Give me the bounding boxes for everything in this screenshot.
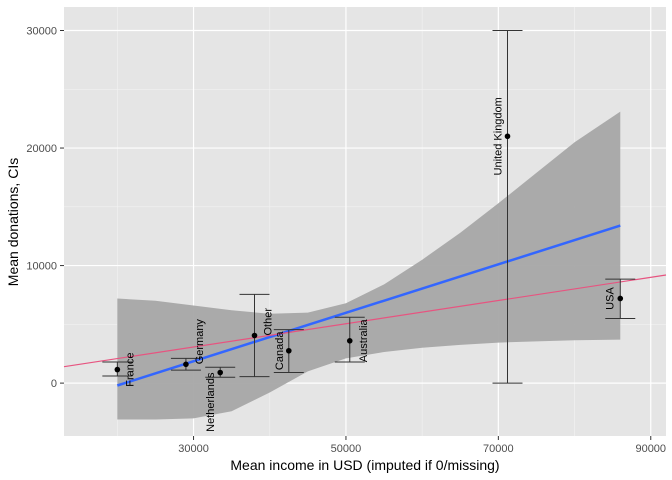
x-axis-label: Mean income in USD (imputed if 0/missing… bbox=[230, 457, 499, 473]
data-point bbox=[346, 337, 353, 344]
y-tick-label: 10000 bbox=[26, 261, 57, 273]
point-label: Germany bbox=[194, 319, 206, 365]
error-bar bbox=[492, 30, 523, 384]
point-label: USA bbox=[604, 287, 616, 310]
confidence-band-area bbox=[117, 111, 621, 420]
point-label: Netherlands bbox=[205, 372, 217, 432]
point-label: Other bbox=[263, 308, 275, 336]
data-point bbox=[617, 295, 624, 302]
point-label: Australia bbox=[358, 319, 370, 363]
point-label: France bbox=[124, 352, 136, 386]
data-points bbox=[114, 133, 624, 376]
x-tick-label: 70000 bbox=[483, 443, 514, 455]
x-tick-label: 50000 bbox=[331, 443, 362, 455]
fit-lines bbox=[63, 224, 667, 387]
y-tick-label: 0 bbox=[51, 378, 57, 390]
data-point bbox=[285, 347, 292, 354]
linear-fit-line bbox=[116, 224, 621, 387]
data-point bbox=[114, 366, 121, 373]
y-tick-label: 30000 bbox=[26, 26, 57, 38]
y-tick-label: 20000 bbox=[26, 143, 57, 155]
x-tick-label: 30000 bbox=[178, 443, 209, 455]
x-axis-ticks: 30000 50000 70000 90000 bbox=[178, 436, 666, 455]
y-axis-label: Mean donations, CIs bbox=[5, 158, 21, 286]
data-point bbox=[183, 361, 189, 368]
point-label: Canada bbox=[274, 331, 286, 370]
data-point bbox=[251, 332, 258, 339]
point-label: United Kingdom bbox=[493, 97, 505, 175]
confidence-band bbox=[117, 111, 621, 420]
data-point bbox=[504, 133, 511, 140]
reference-line bbox=[63, 274, 667, 368]
y-axis-ticks: 0 10000 20000 30000 bbox=[26, 26, 64, 390]
x-tick-label: 90000 bbox=[635, 443, 666, 455]
data-point bbox=[217, 369, 224, 376]
